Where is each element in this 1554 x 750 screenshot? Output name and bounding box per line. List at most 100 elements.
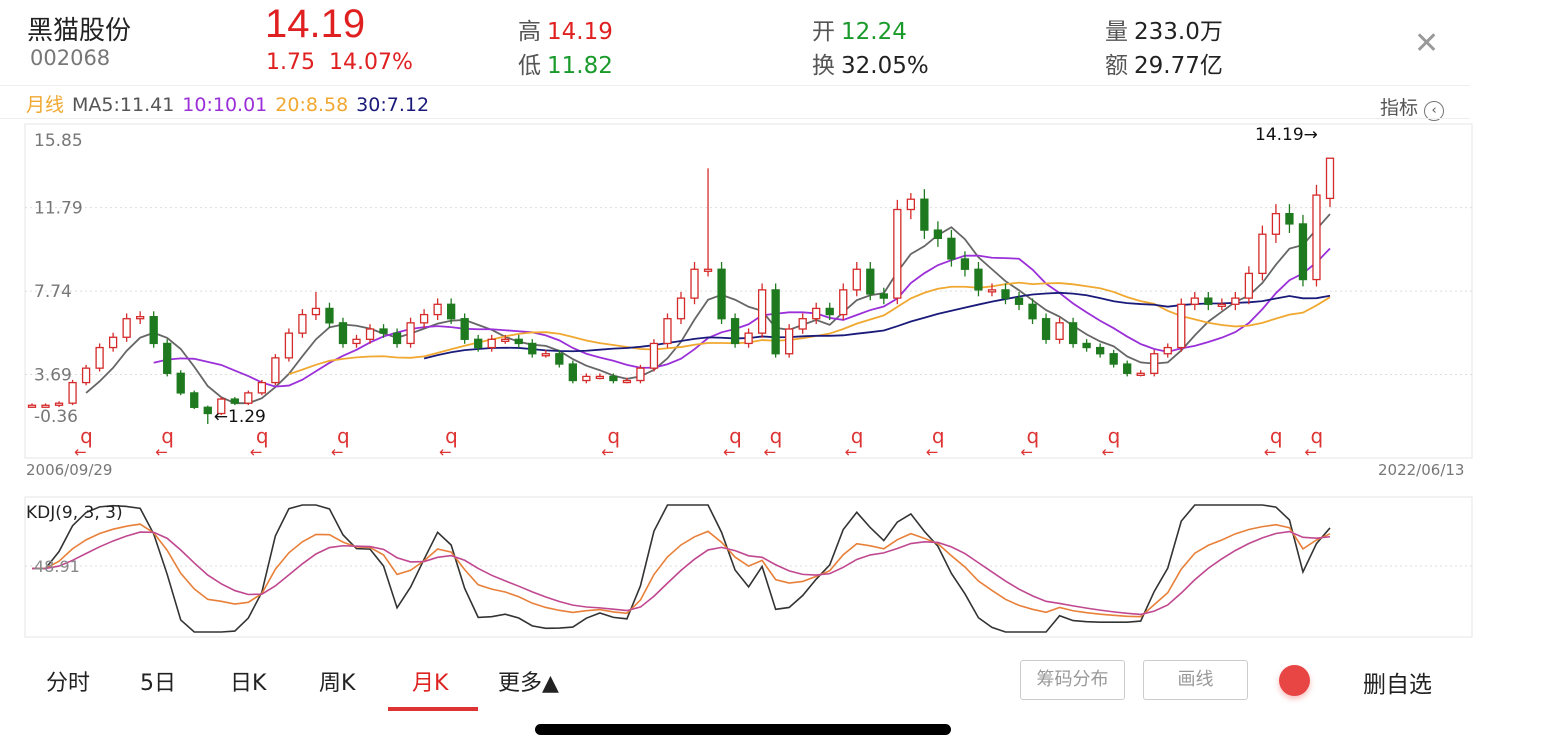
candle-up (433, 303, 442, 316)
candle-up (257, 381, 267, 394)
candle-up (1150, 353, 1159, 374)
dividend-marker: q (256, 424, 269, 448)
ma5-line (85, 213, 1331, 405)
candle-up (663, 318, 672, 345)
ma10-line (153, 247, 1331, 388)
candle-down (1068, 322, 1078, 345)
amount-label: 额 (1105, 53, 1128, 79)
chip-distribution-button[interactable]: 筹码分布 (1020, 660, 1125, 700)
candle-up (1136, 372, 1145, 376)
tab-more[interactable]: 更多▲ (498, 671, 559, 696)
candle-down (933, 229, 943, 240)
candle-up (1217, 303, 1226, 307)
candle-up (852, 268, 861, 291)
y-tick-label: -0.36 (34, 407, 78, 427)
dividend-arrow: ← (74, 443, 87, 461)
candle-down (325, 307, 334, 324)
candle-up (582, 375, 591, 382)
tab-daily-k[interactable]: 日K (230, 671, 267, 696)
turnover-value: 32.05% (841, 53, 929, 79)
remove-watchlist-button[interactable]: 删自选 (1363, 672, 1432, 698)
tab-monthly-k[interactable]: 月K (412, 671, 449, 696)
chevron-left-circle-icon: ‹ (1424, 101, 1445, 121)
high-stat: 高 14.19 (518, 12, 613, 46)
candle-up (839, 289, 848, 316)
candle-down (379, 328, 388, 334)
tab-5day[interactable]: 5日 (140, 671, 176, 696)
candle-down (392, 332, 402, 345)
candle-down (190, 392, 199, 408)
candle-up (1325, 157, 1335, 200)
candle-up (1244, 272, 1254, 299)
home-indicator[interactable] (535, 724, 951, 735)
tab-intraday[interactable]: 分时 (46, 671, 91, 696)
candle-up (27, 404, 37, 408)
candle-down (203, 406, 212, 415)
ma20-line (288, 281, 1331, 376)
candle-up (419, 313, 429, 324)
candle-up (95, 346, 104, 369)
candle-up (244, 392, 253, 404)
candle-up (1271, 212, 1281, 235)
candle-down (1001, 289, 1010, 299)
candle-up (122, 318, 131, 338)
stock-code: 002068 (30, 46, 111, 70)
stock-name: 黑猫股份 (27, 16, 132, 46)
dividend-arrow: ← (1264, 443, 1277, 461)
candle-up (690, 268, 699, 299)
candle-up (1231, 297, 1240, 305)
high-value: 14.19 (547, 19, 613, 45)
candle-down (1204, 297, 1213, 305)
tab-weekly-k[interactable]: 周K (319, 671, 356, 696)
dividend-marker: q (337, 424, 350, 448)
candle-down (1082, 342, 1091, 349)
candle-down (825, 307, 834, 316)
candle-down (1298, 223, 1308, 281)
candle-down (1014, 297, 1024, 305)
low-stat: 低 11.82 (518, 46, 613, 80)
close-icon[interactable]: ✕ (1414, 26, 1440, 61)
price-chart[interactable]: 15.8511.797.743.69-0.36q←q←q←q←q←q←q←q←q… (0, 0, 1554, 650)
candle-up (217, 398, 226, 415)
dividend-marker: q (1027, 424, 1040, 448)
dividend-marker: q (80, 424, 93, 448)
candle-up (487, 338, 496, 349)
candle-up (501, 338, 510, 342)
dividend-marker: q (1270, 424, 1283, 448)
current-price: 14.19 (265, 2, 366, 46)
candle-up (744, 332, 753, 345)
candle-down (460, 318, 469, 340)
candle-up (1312, 194, 1321, 281)
candle-up (703, 268, 713, 272)
candle-up (812, 307, 821, 320)
ma10-label: 10:10.01 (182, 94, 268, 116)
indicator-button[interactable]: 指标 ‹ (1380, 93, 1445, 121)
candle-down (528, 342, 537, 355)
ma-legend: 月线 MA5:11.41 10:10.01 20:8.58 30:7.12 (26, 90, 437, 117)
dividend-marker: q (932, 424, 945, 448)
candle-up (1055, 322, 1064, 340)
candle-down (974, 268, 983, 291)
dividend-arrow: ← (845, 443, 858, 461)
candle-up (636, 367, 645, 382)
dividend-marker: q (161, 424, 174, 448)
change-value: 1.75 (266, 50, 315, 75)
candle-down (730, 318, 740, 345)
candle-down (1095, 346, 1105, 355)
candle-down (1109, 353, 1118, 365)
dividend-marker: q (445, 424, 458, 448)
dividend-arrow: ← (764, 443, 777, 461)
candle-up (41, 404, 50, 408)
kdj-tick: 48.91 (34, 557, 80, 576)
draw-line-button[interactable]: 画线 (1143, 660, 1248, 700)
candle-down (920, 198, 929, 231)
candle-up (622, 379, 632, 384)
candle-up (298, 313, 307, 334)
kdj-d-line (32, 530, 1331, 616)
volume-label: 量 (1105, 19, 1128, 45)
dividend-arrow: ← (723, 443, 736, 461)
candle-down (568, 363, 577, 382)
candle-down (609, 375, 618, 382)
record-dot-button[interactable] (1279, 665, 1310, 696)
dividend-arrow: ← (250, 443, 263, 461)
